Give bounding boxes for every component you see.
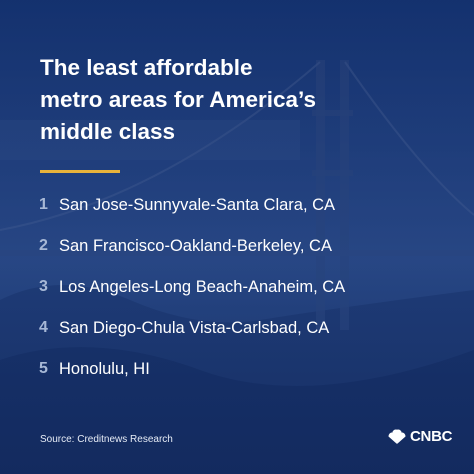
headline: The least affordable metro areas for Ame… [40,52,370,148]
cnbc-wordmark: CNBC [410,428,453,445]
rank-number: 2 [39,237,48,254]
metro-name: Honolulu, HI [59,360,150,378]
headline-line-3: middle class [40,119,176,144]
list-item: 4 San Diego-Chula Vista-Carlsbad, CA [39,316,345,357]
headline-line-2: metro areas for America’s [40,87,316,112]
cnbc-logo: CNBC [387,428,452,445]
source-credit: Source: Creditnews Research [40,434,173,445]
metro-ranking-list: 1 San Jose-Sunnyvale-Santa Clara, CA 2 S… [39,193,345,398]
metro-name: Los Angeles-Long Beach-Anaheim, CA [59,278,346,296]
rank-number: 5 [39,360,48,377]
list-item: 2 San Francisco-Oakland-Berkeley, CA [39,234,345,275]
headline-line-1: The least affordable [40,55,253,80]
accent-divider [40,170,120,173]
metro-name: San Francisco-Oakland-Berkeley, CA [59,237,332,255]
peacock-icon [388,429,406,444]
metro-name: San Jose-Sunnyvale-Santa Clara, CA [59,196,336,214]
rank-number: 3 [39,278,48,295]
list-item: 3 Los Angeles-Long Beach-Anaheim, CA [39,275,345,316]
rank-number: 4 [39,319,48,336]
list-item: 5 Honolulu, HI [39,357,345,398]
metro-name: San Diego-Chula Vista-Carlsbad, CA [59,319,330,337]
rank-number: 1 [39,196,48,213]
list-item: 1 San Jose-Sunnyvale-Santa Clara, CA [39,193,345,234]
